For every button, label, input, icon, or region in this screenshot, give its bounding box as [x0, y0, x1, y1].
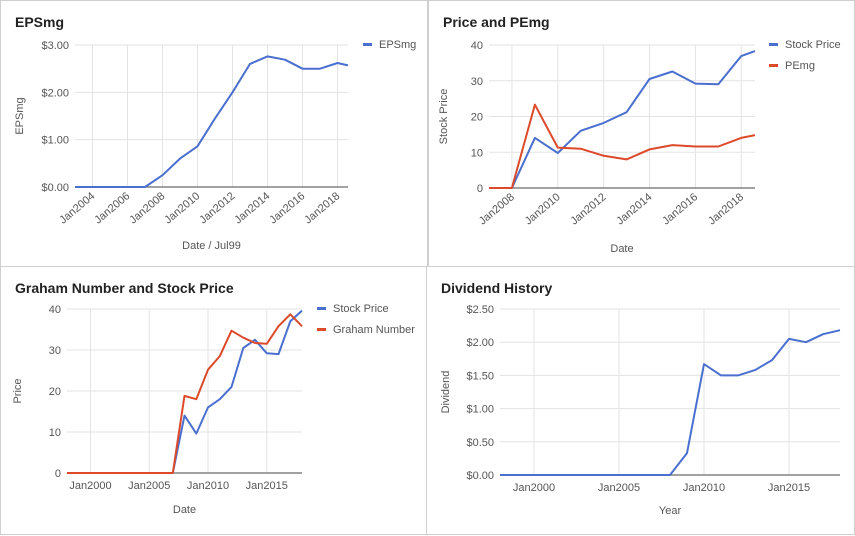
y-tick-label: $2.00: [41, 87, 69, 99]
x-axis-label: Date: [610, 243, 633, 255]
y-tick-label: 20: [471, 112, 483, 124]
legend-label: PEmg: [785, 60, 815, 72]
y-tick-label: $2.00: [466, 337, 494, 349]
legend-swatch: [363, 43, 372, 46]
y-tick-label: $0.50: [466, 437, 494, 449]
legend-label: EPSmg: [379, 39, 416, 51]
legend-label: Stock Price: [333, 303, 389, 315]
y-tick-label: 0: [477, 183, 483, 195]
y-tick-label: 40: [49, 304, 61, 316]
y-tick-label: 0: [55, 468, 61, 480]
x-axis-label: Date: [173, 504, 196, 516]
x-tick-label: Jan2005: [128, 480, 170, 492]
x-tick-label: Jan2004: [57, 190, 97, 226]
x-tick-label: Jan2014: [232, 190, 272, 226]
y-tick-label: $0.00: [466, 470, 494, 482]
x-axis-label: Year: [659, 505, 682, 517]
x-tick-label: Jan2014: [614, 191, 654, 227]
x-tick-label: Jan2000: [69, 480, 111, 492]
x-tick-label: Jan2010: [523, 191, 563, 227]
y-tick-label: 10: [49, 427, 61, 439]
x-tick-label: Jan2018: [706, 191, 746, 227]
legend-label: Stock Price: [785, 39, 841, 51]
legend-swatch: [769, 43, 778, 46]
graham-chart: 0 10 20 30 40 Jan2000 Jan2005 Jan2010 Jan2015 Dat…: [1, 267, 429, 536]
x-tick-label: Jan2005: [598, 482, 640, 494]
x-tick-label: Jan2000: [513, 482, 555, 494]
y-axis-label: Price: [12, 378, 24, 403]
y-tick-label: $3.00: [41, 40, 69, 52]
y-tick-label: 20: [49, 386, 61, 398]
y-tick-label: $1.00: [41, 135, 69, 147]
y-tick-label: 40: [471, 40, 483, 52]
legend-swatch: [769, 64, 778, 67]
y-axis-label: Stock Price: [438, 89, 450, 145]
y-tick-label: 30: [49, 345, 61, 357]
y-axis-label: Dividend: [440, 371, 452, 414]
x-tick-label: Jan2012: [569, 191, 609, 227]
y-tick-label: 30: [471, 76, 483, 88]
x-tick-label: Jan2008: [127, 190, 167, 226]
y-axis-label: EPSmg: [14, 97, 26, 134]
x-tick-label: Jan2012: [197, 190, 237, 226]
series-line-stock-price: [489, 51, 755, 188]
y-tick-label: $2.50: [466, 304, 494, 316]
epsmg-chart: $0.00 $1.00 $2.00 $3.00 Jan2004Jan2006Jan200…: [1, 1, 429, 269]
legend-label: Graham Number: [333, 324, 415, 336]
x-axis-label: Date / Jul99: [182, 240, 241, 252]
legend-swatch: [317, 328, 326, 331]
y-tick-label: $0.00: [41, 182, 69, 194]
series-line-pemg: [489, 105, 755, 188]
x-tick-label: Jan2015: [768, 482, 810, 494]
x-tick-label: Jan2016: [660, 191, 700, 227]
y-tick-label: $1.00: [466, 404, 494, 416]
y-tick-label: 10: [471, 147, 483, 159]
legend-swatch: [317, 307, 326, 310]
x-tick-label: Jan2010: [683, 482, 725, 494]
x-tick-label: Jan2015: [246, 480, 288, 492]
x-tick-label: Jan2008: [477, 191, 517, 227]
series-line-epsmg: [75, 56, 348, 187]
chart-panel-dividend: Dividend History $0.00$0.50$1.00$1.50$2.…: [426, 266, 855, 535]
dividend-chart: $0.00 $0.50 $1.00 $1.50 $2.00 $2.50 Jan2000 Jan…: [427, 267, 855, 536]
x-tick-label: Jan2016: [267, 190, 307, 226]
x-tick-label: Jan2010: [162, 190, 202, 226]
x-tick-label: Jan2018: [302, 190, 342, 226]
y-tick-label: $1.50: [466, 370, 494, 382]
x-tick-label: Jan2010: [187, 480, 229, 492]
x-tick-label: Jan2006: [92, 190, 132, 226]
